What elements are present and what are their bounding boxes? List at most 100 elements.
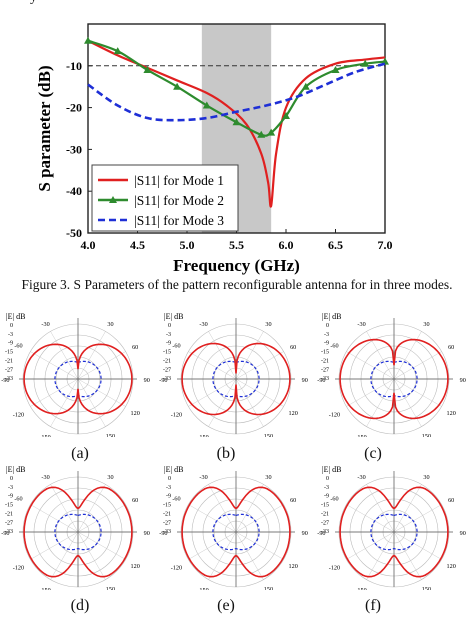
polar-angle-label: 150 [264, 433, 273, 437]
polar-angle-label: 120 [131, 410, 140, 417]
polar-angle-label: -60 [172, 343, 180, 350]
polar-grid-spoke [235, 531, 264, 580]
polar-grid-spoke [393, 378, 442, 407]
polar-radial-label: -27 [5, 367, 13, 373]
polar-header: |E| dB [6, 465, 25, 474]
polar-grid-spoke [346, 351, 395, 380]
polar-angle-label: 30 [107, 321, 113, 328]
polar-grid-spoke [393, 531, 442, 560]
polar-radial-label: -27 [163, 520, 171, 526]
polar-grid-spoke [235, 351, 284, 380]
polar-angle-label: 60 [290, 344, 296, 351]
polar-grid-spoke [346, 378, 395, 407]
polar-radial-label: -3 [166, 485, 171, 491]
polar-radial-label: 0 [10, 323, 13, 329]
polar-grid-spoke [50, 531, 79, 580]
polar-radial-label: -33 [5, 376, 13, 382]
polar-radial-label: -21 [163, 358, 171, 364]
mode-2-marker [143, 65, 152, 73]
s-parameter-chart: 4.0 4.5 5.0 5.5 6.0 6.5 7.0 -10 -20 -30 -40 -50 Freq… [35, 23, 393, 275]
polar-radial-label: -21 [5, 358, 13, 364]
legend-entry-mode-2: |S11| for Mode 2 [134, 193, 224, 208]
polar-angle-label: 150 [106, 433, 115, 437]
polar-radial-label: -15 [321, 350, 329, 356]
polar-grid-spoke [208, 484, 237, 533]
polar-radial-label: -9 [324, 341, 329, 347]
y-tick-label: -20 [66, 101, 82, 115]
top-fragment: y [30, 0, 37, 6]
polar-radial-label: -9 [166, 494, 171, 500]
polar-co-pol-trace [23, 486, 133, 578]
polar-angle-label: -30 [357, 474, 365, 481]
polar-subfigure-label: (b) [216, 445, 236, 462]
series-line-mode-3 [87, 62, 386, 122]
polar-radial-label: -3 [166, 332, 171, 338]
polar-angle-label: -30 [41, 321, 49, 328]
polar-angle-label: -60 [14, 496, 22, 503]
polar-grid-spoke [366, 531, 395, 580]
polar-co-pol-trace [339, 338, 449, 420]
polar-radial-label: -3 [324, 485, 329, 491]
polar-grid-spoke [50, 484, 79, 533]
polar-grid-spoke [393, 504, 442, 533]
polar-grid-spoke [50, 331, 79, 380]
polar-radial-label: -9 [324, 494, 329, 500]
legend-entry-mode-1: |S11| for Mode 1 [134, 173, 224, 188]
polar-grid-spoke [235, 378, 284, 407]
polar-angle-label: 60 [448, 344, 454, 351]
polar-radial-label: 0 [326, 476, 329, 482]
polar-grid-spoke [346, 531, 395, 560]
polar-radial-label: -33 [321, 529, 329, 535]
polar-radial-label: 0 [168, 323, 171, 329]
polar-radial-label: 0 [168, 476, 171, 482]
x-tick-label: 6.5 [328, 238, 343, 252]
polar-angle-label: -150 [39, 587, 50, 590]
polar-angle-label: -90 [317, 530, 325, 537]
polar-cross-pol-trace [370, 513, 418, 551]
polar-header: |E| dB [164, 465, 183, 474]
series-line-mode-1 [87, 39, 386, 208]
polar-radial-label: -15 [5, 503, 13, 509]
polar-angle-label: -60 [330, 496, 338, 503]
polar-angle-label: 30 [423, 321, 429, 328]
polar-grid-spoke [208, 531, 237, 580]
y-tick-label: -30 [66, 142, 82, 156]
polar-grid-spoke [366, 484, 395, 533]
mode-2-marker [113, 47, 122, 55]
polar-angle-label: 60 [448, 497, 454, 504]
polar-co-pol-trace [339, 486, 449, 578]
polar-grid-spoke [235, 378, 264, 427]
polar-grid-spoke [346, 504, 395, 533]
polar-angle-label: -120 [329, 411, 340, 418]
legend-box [91, 164, 239, 232]
polar-radial-label: -9 [166, 341, 171, 347]
polar-header: |E| dB [6, 312, 25, 321]
polar-angle-label: -150 [197, 434, 208, 437]
polar-grid-spoke [235, 484, 264, 533]
polar-angle-label: -150 [355, 434, 366, 437]
y-tick-label: -50 [66, 226, 82, 240]
polar-grid-spoke [30, 504, 79, 533]
mode-2-marker [84, 36, 92, 44]
polar-radial-label: -27 [321, 520, 329, 526]
polar-radial-label: -33 [163, 376, 171, 382]
polar-angle-label: -120 [329, 564, 340, 571]
x-tick-label: 4.0 [81, 238, 96, 252]
polar-grid-spoke [77, 531, 106, 580]
polar-angle-label: 150 [422, 586, 431, 590]
polar-angle-label: 120 [289, 410, 298, 417]
legend-marker [109, 196, 117, 203]
polar-radial-label: -27 [163, 367, 171, 373]
polar-grid-spoke [77, 331, 106, 380]
polar-angle-label: -90 [1, 530, 9, 537]
mode-2-marker [331, 65, 340, 73]
polar-plot-4: |E| dB 0 -3 -9 -15 -21 -27 -33 -30 30 60 -60 -90 90 -1… [1, 465, 150, 590]
polar-grid-spoke [208, 378, 237, 427]
polar-header: |E| dB [322, 312, 341, 321]
polar-angle-label: -30 [199, 321, 207, 328]
polar-radial-label: 0 [326, 323, 329, 329]
x-tick-label: 7.0 [378, 238, 393, 252]
polar-grid-spoke [235, 504, 284, 533]
polar-angle-label: -90 [159, 530, 167, 537]
polar-grid-spoke [188, 504, 237, 533]
